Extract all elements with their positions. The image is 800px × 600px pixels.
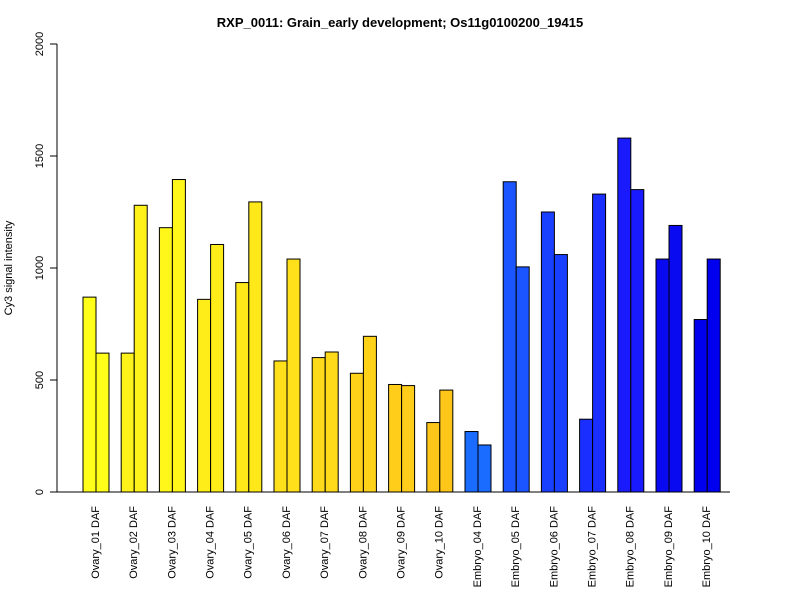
y-axis-label: Cy3 signal intensity	[3, 220, 15, 315]
x-tick-label: Embryo_05 DAF	[510, 506, 522, 588]
bar	[630, 189, 645, 493]
bar	[617, 137, 632, 493]
bar	[273, 360, 288, 493]
bar	[515, 266, 530, 493]
chart-title: RXP_0011: Grain_early development; Os11g…	[217, 15, 583, 30]
bar	[324, 351, 339, 493]
x-tick-label: Embryo_10 DAF	[701, 506, 713, 588]
bar	[693, 319, 708, 493]
y-axis: 0 500 1000 1500 2000	[34, 32, 58, 495]
x-tick-label: Ovary_09 DAF	[396, 506, 408, 579]
bar	[362, 335, 377, 493]
bar	[502, 181, 517, 493]
x-tick-label: Ovary_04 DAF	[205, 506, 217, 579]
bar	[286, 258, 301, 493]
bars-group	[82, 137, 721, 493]
x-tick-label: Ovary_08 DAF	[357, 506, 369, 579]
x-tick-label: Embryo_09 DAF	[663, 506, 675, 588]
y-tick-label: 500	[34, 371, 46, 389]
bar	[120, 352, 135, 493]
x-tick-label: Ovary_01 DAF	[90, 506, 102, 579]
bar	[540, 211, 555, 493]
x-axis: Ovary_01 DAF Ovary_02 DAF Ovary_03 DAF Ovar…	[57, 491, 730, 588]
bar	[171, 179, 186, 493]
x-tick-label: Embryo_06 DAF	[548, 506, 560, 588]
bar	[464, 431, 479, 493]
x-tick-label: Embryo_08 DAF	[625, 506, 637, 588]
x-tick-label: Ovary_06 DAF	[281, 506, 293, 579]
y-tick-label: 1000	[34, 256, 46, 280]
bar	[592, 193, 607, 493]
bar	[210, 243, 225, 493]
x-tick-label: Ovary_07 DAF	[319, 506, 331, 579]
y-tick-label: 2000	[34, 32, 46, 56]
bar	[158, 227, 173, 493]
y-tick-label: 0	[34, 489, 46, 495]
x-tick-label: Ovary_02 DAF	[128, 506, 140, 579]
x-tick-label: Ovary_05 DAF	[243, 506, 255, 579]
x-tick-label: Embryo_04 DAF	[472, 506, 484, 588]
y-tick-label: 1500	[34, 144, 46, 168]
bar	[579, 418, 594, 493]
x-tick-label: Ovary_03 DAF	[166, 506, 178, 579]
bar	[349, 372, 364, 493]
x-tick-label: Ovary_10 DAF	[434, 506, 446, 579]
bar	[388, 383, 403, 493]
bar	[311, 357, 326, 493]
bar	[668, 224, 683, 493]
bar	[706, 258, 721, 493]
bar	[477, 444, 492, 493]
bar	[655, 258, 670, 493]
bar	[235, 282, 250, 493]
bar	[439, 389, 454, 493]
bar	[248, 201, 263, 493]
bar	[553, 254, 568, 493]
bar	[197, 298, 212, 493]
bar	[95, 352, 110, 493]
bar	[426, 422, 441, 493]
bar	[401, 385, 416, 493]
bar	[82, 296, 97, 493]
bar	[133, 204, 148, 493]
x-tick-label: Embryo_07 DAF	[587, 506, 599, 588]
